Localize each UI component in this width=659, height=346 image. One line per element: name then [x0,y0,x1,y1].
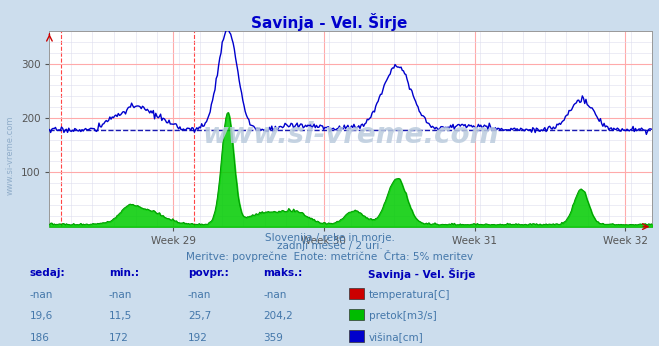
Text: zadnji mesec / 2 uri.: zadnji mesec / 2 uri. [277,241,382,251]
Text: 192: 192 [188,333,208,343]
Text: -nan: -nan [109,290,132,300]
Text: www.si-vreme.com: www.si-vreme.com [5,116,14,195]
Text: 172: 172 [109,333,129,343]
Text: Savinja - Vel. Širje: Savinja - Vel. Širje [251,13,408,31]
Text: višina[cm]: višina[cm] [369,333,424,343]
Text: temperatura[C]: temperatura[C] [369,290,451,300]
Text: 25,7: 25,7 [188,311,211,321]
Text: Savinja - Vel. Širje: Savinja - Vel. Širje [368,268,475,280]
Text: pretok[m3/s]: pretok[m3/s] [369,311,437,321]
Text: 204,2: 204,2 [264,311,293,321]
Text: 19,6: 19,6 [30,311,53,321]
Text: 186: 186 [30,333,49,343]
Text: -nan: -nan [188,290,211,300]
Text: povpr.:: povpr.: [188,268,229,278]
Text: www.si-vreme.com: www.si-vreme.com [203,121,499,149]
Text: 11,5: 11,5 [109,311,132,321]
Text: maks.:: maks.: [264,268,303,278]
Text: -nan: -nan [264,290,287,300]
Text: sedaj:: sedaj: [30,268,65,278]
Text: -nan: -nan [30,290,53,300]
Text: min.:: min.: [109,268,139,278]
Text: 359: 359 [264,333,283,343]
Text: Meritve: povprečne  Enote: metrične  Črta: 5% meritev: Meritve: povprečne Enote: metrične Črta:… [186,250,473,262]
Text: Slovenija / reke in morje.: Slovenija / reke in morje. [264,233,395,243]
